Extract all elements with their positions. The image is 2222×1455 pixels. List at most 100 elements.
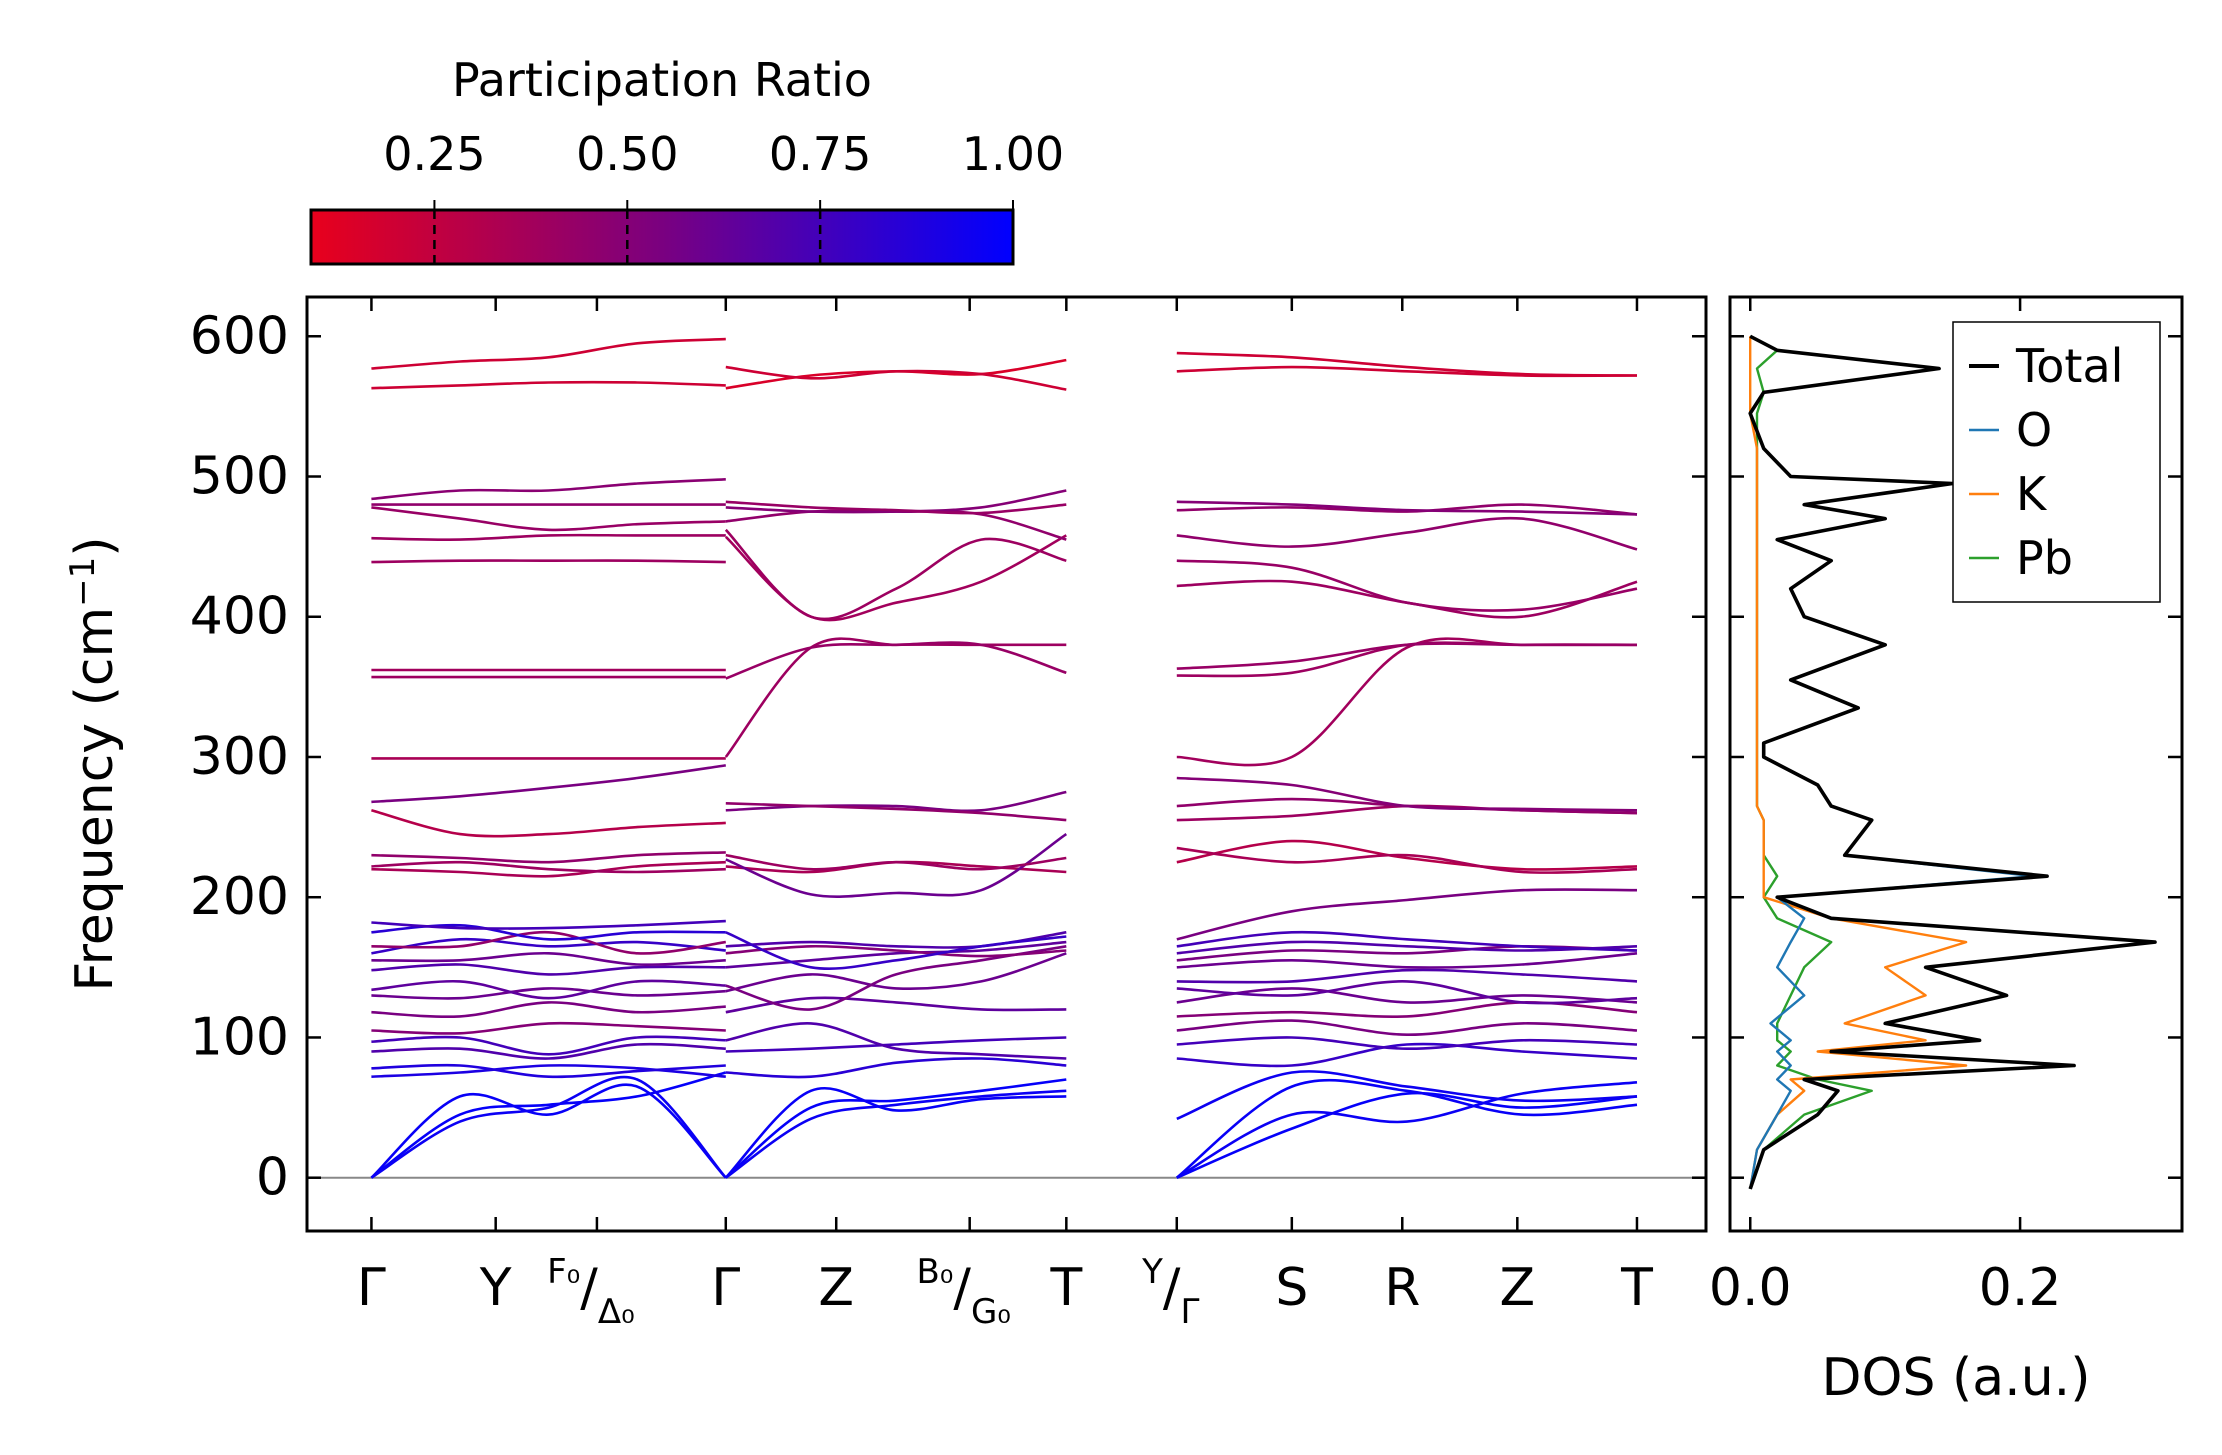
phonon-band	[371, 506, 726, 532]
phonon-band	[1176, 642, 1637, 670]
phonon-band	[1176, 776, 1638, 812]
kpoint-label: S	[1275, 1258, 1308, 1318]
kpoint-label: Y/Γ	[1141, 1252, 1199, 1332]
y-tick-label: 200	[190, 867, 289, 927]
phonon-band	[724, 637, 1067, 758]
dos-panel-frame	[1728, 295, 2184, 1233]
phonon-band	[371, 764, 726, 804]
phonon-band	[1176, 1070, 1638, 1121]
phonon-band	[1176, 503, 1638, 516]
phonon-band	[371, 930, 726, 955]
phonon-band	[370, 1083, 727, 1179]
colorbar-tick-label: 0.25	[383, 127, 485, 181]
phonon-band	[725, 931, 1067, 971]
phonon-band	[724, 534, 1067, 622]
phonon-band	[370, 1075, 727, 1179]
phonon-band	[371, 1001, 726, 1019]
legend-label-total: Total	[2015, 339, 2123, 393]
dos-y-ticks	[1730, 335, 2182, 1179]
phonon-band	[1176, 637, 1638, 767]
phonon-band	[1176, 1019, 1638, 1037]
phonon-band	[370, 1071, 727, 1179]
phonon-band	[1176, 952, 1638, 969]
phonon-band	[725, 1036, 1067, 1053]
phonon-band	[371, 337, 726, 370]
band-x-ticks: Γ Y F₀/Δ₀ Γ Z B₀/G₀ T Y/Γ S R Z T	[357, 297, 1653, 1332]
colorbar-tick-label: 0.75	[769, 127, 871, 181]
colorbar-ticks: 0.25 0.50 0.75 1.00	[383, 127, 1064, 264]
legend-label-pb: Pb	[2016, 531, 2073, 585]
kpoint-label: T	[1620, 1258, 1653, 1318]
phonon-band	[371, 963, 726, 976]
phonon-band	[1176, 1001, 1638, 1018]
phonon-band	[725, 853, 1067, 871]
phonon-band	[371, 1063, 726, 1079]
phonon-band	[725, 996, 1067, 1014]
dos-panel: 0.0 0.2 DOS (a.u.) Total OK Pb	[1709, 295, 2184, 1408]
phonon-band	[725, 802, 1067, 822]
colorbar-label: Participation Ratio	[452, 53, 872, 107]
phonon-band	[1176, 980, 1638, 1005]
phonon-band	[371, 478, 726, 501]
phonon-band	[371, 1064, 726, 1078]
phonon-band	[725, 833, 1068, 898]
phonon-band	[1176, 839, 1638, 871]
phonon-band	[1176, 846, 1638, 874]
phonon-band	[1176, 987, 1638, 1004]
phonon-band	[1176, 579, 1638, 619]
phonon-band	[725, 944, 1067, 958]
phonon-band	[371, 987, 726, 1000]
kpoint-label: Γ	[357, 1258, 386, 1318]
dos-x-tick-label: 0.2	[1979, 1258, 2062, 1318]
phonon-band	[1176, 930, 1638, 952]
dos-x-ticks: 0.0 0.2	[1709, 297, 2062, 1318]
kpoint-label: F₀/Δ₀	[547, 1252, 635, 1332]
phonon-band	[725, 509, 1067, 541]
dos-x-tick-label: 0.0	[1709, 1258, 1792, 1318]
y-tick-label: 600	[190, 306, 289, 366]
y-tick-label: 500	[190, 447, 289, 507]
phonon-band	[371, 1042, 726, 1060]
phonon-band	[725, 500, 1067, 515]
phonon-band	[725, 940, 1067, 969]
dos-lines	[1748, 334, 2157, 1190]
phonon-band	[1176, 559, 1638, 612]
band-panel-frame	[305, 295, 1708, 1233]
phonon-band	[725, 641, 1067, 680]
band-panel: 0 100 200 300 400 500 600 Γ Y F₀/Δ₀ Γ Z B₀/G₀ T Y/Γ S R…	[63, 295, 1708, 1332]
phonon-band	[1176, 1036, 1638, 1051]
phonon-band	[1176, 1091, 1638, 1179]
y-tick-label: 400	[190, 587, 289, 647]
kpoint-label: R	[1384, 1258, 1420, 1318]
colorbar-tick-label: 1.00	[962, 127, 1064, 181]
phonon-band	[1176, 968, 1638, 984]
phonon-band	[371, 860, 726, 878]
kpoint-label: Z	[1500, 1258, 1536, 1318]
phonon-band	[1176, 1081, 1638, 1179]
band-y-ticks: 0 100 200 300 400 500 600	[190, 306, 1706, 1208]
phonon-band	[724, 1087, 1067, 1179]
phonon-band	[371, 809, 726, 838]
dos-series-pb	[1749, 335, 1873, 1190]
dos-series-total	[1748, 334, 2157, 1190]
y-tick-label: 300	[190, 727, 289, 787]
phonon-band	[725, 489, 1067, 514]
phonon-band	[371, 1035, 726, 1056]
x-axis-label-dos: DOS (a.u.)	[1822, 1348, 2091, 1408]
phonon-band	[371, 380, 726, 390]
phonon-band	[725, 931, 1067, 949]
legend-label-o: O	[2016, 403, 2052, 457]
phonon-band	[1176, 940, 1638, 955]
colorbar: Participation Ratio 0.25 0.50 0.75 1.00	[309, 53, 1064, 266]
phonon-band	[725, 1022, 1067, 1060]
band-lines	[370, 337, 1638, 1179]
phonon-band	[371, 559, 726, 564]
phonon-band	[725, 1057, 1067, 1079]
phonon-band	[724, 1078, 1067, 1179]
kpoint-label: Y	[479, 1258, 512, 1318]
legend-label-k: K	[2016, 467, 2048, 521]
phonon-band	[725, 365, 1067, 391]
kpoint-label: Z	[818, 1258, 854, 1318]
phonon-band	[371, 860, 726, 874]
